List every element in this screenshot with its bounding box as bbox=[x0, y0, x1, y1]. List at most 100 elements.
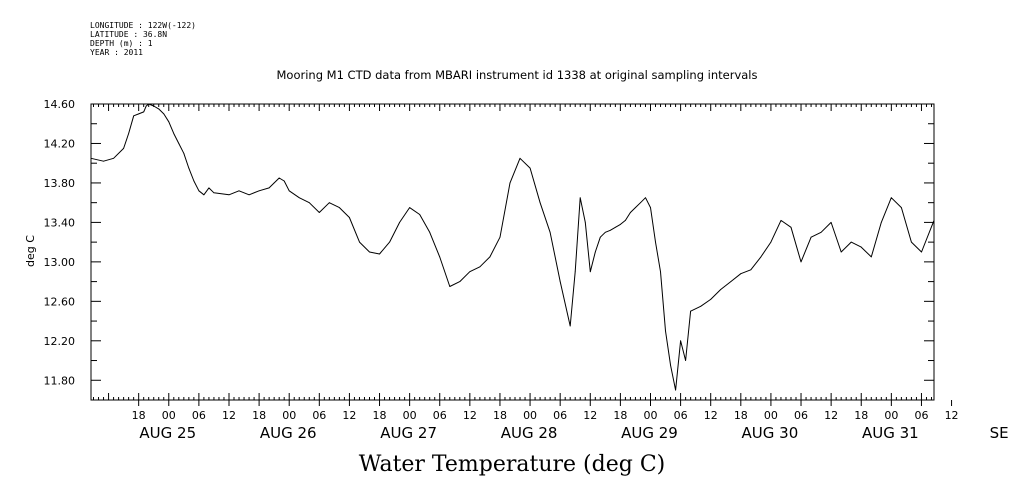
x-hour-label: 12 bbox=[222, 409, 236, 422]
x-hour-label: 12 bbox=[704, 409, 718, 422]
x-hour-label: 12 bbox=[583, 409, 597, 422]
data-point bbox=[635, 207, 636, 209]
data-point bbox=[650, 207, 651, 209]
x-day-label: AUG 31 bbox=[862, 424, 919, 442]
y-tick-label: 11.80 bbox=[44, 374, 76, 387]
data-point bbox=[780, 220, 782, 221]
data-point bbox=[258, 190, 260, 192]
data-point bbox=[163, 113, 165, 115]
data-point bbox=[840, 251, 842, 253]
data-point bbox=[604, 231, 606, 233]
data-point bbox=[921, 251, 922, 253]
axes-layer: 11.80 12.20 12.60 13.00 13.40 13.80 14.20 14.60… bbox=[44, 98, 1009, 442]
data-point bbox=[599, 236, 601, 238]
y-tick-label: 13.00 bbox=[44, 256, 76, 269]
data-point bbox=[820, 231, 822, 233]
x-hour-label: 00 bbox=[643, 409, 657, 422]
data-point bbox=[429, 231, 431, 233]
data-point bbox=[369, 251, 370, 253]
data-point bbox=[268, 187, 270, 189]
x-hour-label: 18 bbox=[854, 409, 868, 422]
data-point bbox=[338, 207, 340, 209]
x-hour-label: 06 bbox=[794, 409, 808, 422]
x-hour-label: 00 bbox=[162, 409, 176, 422]
data-point bbox=[675, 389, 676, 391]
y-tick-label: 13.80 bbox=[44, 177, 76, 190]
data-point bbox=[690, 310, 692, 312]
data-point bbox=[198, 190, 200, 192]
data-point bbox=[103, 160, 104, 162]
metadata-block: LONGITUDE : 122W(-122) LATITUDE : 36.8N … bbox=[90, 21, 196, 57]
data-point bbox=[183, 152, 185, 154]
data-point bbox=[574, 271, 576, 273]
x-day-label: SEP 1 bbox=[990, 424, 1009, 442]
data-point bbox=[625, 220, 626, 221]
x-hour-label: 12 bbox=[824, 409, 838, 422]
data-point bbox=[700, 305, 702, 307]
x-hour-label: 00 bbox=[523, 409, 537, 422]
plot-frame bbox=[90, 103, 935, 401]
data-point bbox=[203, 194, 205, 196]
data-point bbox=[308, 202, 310, 204]
data-point bbox=[439, 256, 441, 258]
x-hour-label: 12 bbox=[945, 409, 959, 422]
data-point bbox=[178, 143, 180, 144]
x-hour-label: 18 bbox=[252, 409, 266, 422]
data-point bbox=[911, 241, 912, 243]
data-point bbox=[419, 214, 421, 215]
data-point bbox=[148, 103, 150, 105]
x-hour-label: 12 bbox=[342, 409, 356, 422]
y-tick-label: 14.20 bbox=[44, 137, 76, 150]
data-point bbox=[238, 190, 240, 192]
data-point bbox=[359, 241, 360, 243]
year-text: YEAR : 2011 bbox=[90, 48, 143, 57]
x-hour-label: 00 bbox=[403, 409, 417, 422]
y-tick-label: 13.40 bbox=[44, 216, 76, 229]
data-point bbox=[579, 197, 581, 199]
data-point bbox=[685, 360, 687, 361]
latitude-text: LATITUDE : 36.8N bbox=[90, 30, 168, 39]
longitude-text: LONGITUDE : 122W(-122) bbox=[90, 21, 196, 30]
data-point bbox=[469, 271, 471, 273]
data-point bbox=[720, 289, 722, 290]
y-tick-label: 12.20 bbox=[44, 335, 76, 348]
data-point bbox=[193, 180, 195, 182]
data-point bbox=[559, 281, 561, 282]
x-hour-label: 12 bbox=[463, 409, 477, 422]
x-axis-label: Water Temperature (deg C) bbox=[358, 452, 666, 477]
y-tick-label: 14.60 bbox=[44, 98, 76, 111]
data-point bbox=[569, 325, 571, 327]
data-point bbox=[810, 236, 812, 238]
data-point bbox=[499, 236, 501, 238]
x-hour-label: 18 bbox=[132, 409, 146, 422]
data-point bbox=[349, 217, 350, 218]
data-point bbox=[128, 133, 130, 135]
data-point bbox=[459, 281, 461, 282]
data-point bbox=[655, 241, 656, 243]
x-hour-label: 18 bbox=[613, 409, 627, 422]
data-point bbox=[409, 207, 411, 209]
data-point bbox=[283, 180, 285, 182]
data-point bbox=[670, 365, 671, 366]
data-point bbox=[549, 231, 551, 233]
x-hour-label: 18 bbox=[493, 409, 507, 422]
data-point bbox=[389, 241, 390, 243]
data-point bbox=[288, 190, 290, 192]
data-point bbox=[790, 226, 792, 228]
x-hour-label: 06 bbox=[433, 409, 447, 422]
depth-text: DEPTH (m) : 1 bbox=[90, 39, 153, 48]
data-point bbox=[158, 108, 160, 110]
data-point bbox=[379, 253, 380, 255]
x-day-label: AUG 30 bbox=[742, 424, 799, 442]
data-point bbox=[489, 256, 491, 258]
x-day-label: AUG 29 bbox=[621, 424, 678, 442]
data-point bbox=[770, 241, 772, 243]
x-hour-label: 00 bbox=[764, 409, 778, 422]
data-point bbox=[113, 157, 114, 159]
data-point bbox=[609, 229, 611, 231]
data-point bbox=[640, 202, 641, 204]
data-point bbox=[90, 157, 92, 159]
y-axis-label: deg C bbox=[24, 235, 37, 267]
data-point bbox=[645, 197, 646, 199]
